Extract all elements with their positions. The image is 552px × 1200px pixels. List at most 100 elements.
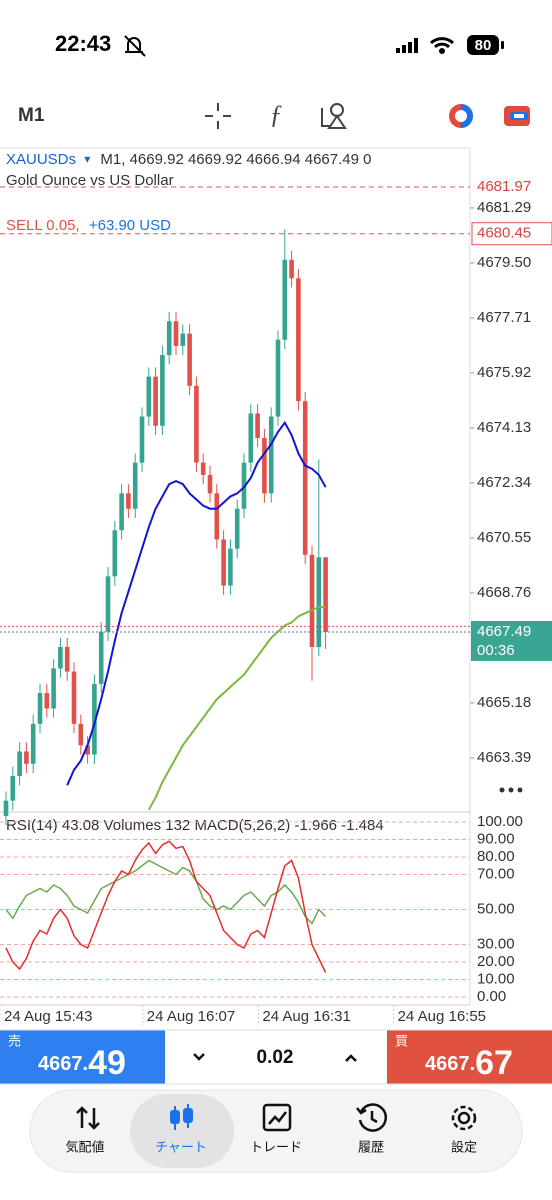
chart-header: XAUUSDs ▾ M1, 4669.92 4669.92 4666.94 46… (6, 151, 371, 168)
trade-icon[interactable] (449, 104, 473, 128)
buy-price-main: 4667. (425, 1053, 475, 1075)
candle-body (85, 745, 90, 755)
crosshair-button[interactable] (205, 103, 231, 129)
position-side: SELL 0.05, (6, 217, 80, 234)
indicator-header: RSI(14) 43.08 Volumes 132 MACD(5,26,2) -… (6, 817, 384, 834)
tab-label[interactable]: チャート (155, 1139, 207, 1154)
lot-decrease[interactable] (193, 1053, 205, 1061)
candle-body (30, 723, 36, 764)
battery-cap (501, 41, 504, 49)
chart-subtitle: Gold Ounce vs US Dollar (6, 172, 174, 189)
indicator-tick-label: 20.00 (477, 953, 515, 970)
ohlc-values: M1, 4669.92 4669.92 4666.94 4667.49 0 (100, 151, 371, 168)
y-tick-label: 4681.29 (477, 199, 531, 216)
buy-button[interactable] (387, 1030, 552, 1084)
timeframe-button[interactable]: M1 (18, 105, 45, 126)
candle-body (194, 385, 199, 463)
indicator-tick-label: 80.00 (477, 848, 515, 865)
candle-body (17, 751, 22, 777)
status-time: 22:43 (55, 31, 111, 56)
candle-body (132, 462, 138, 509)
candle-body (228, 548, 233, 586)
sell-button[interactable] (0, 1030, 165, 1084)
tab-icon (262, 1103, 292, 1132)
candle-body (289, 259, 294, 279)
y-tick-label: 4670.55 (477, 529, 531, 546)
y-tick-label: 4668.76 (477, 584, 531, 601)
candle-body (262, 438, 267, 494)
buy-price: 4667.67 (425, 1044, 513, 1082)
moving-average (66, 420, 327, 786)
candle-body (119, 493, 124, 531)
candle-body (92, 683, 97, 755)
candle-body (146, 376, 152, 417)
countdown-label: 00:36 (477, 642, 515, 659)
candle-body (51, 668, 56, 709)
moving-average (147, 606, 326, 811)
tab-icon (76, 1106, 100, 1130)
x-tick-label: 24 Aug 15:43 (4, 1008, 92, 1025)
indicator-tick-label: 0.00 (477, 988, 506, 1005)
candle-body (207, 474, 213, 494)
candle-body (58, 646, 63, 669)
objects-button[interactable] (321, 103, 347, 129)
x-tick-label: 24 Aug 16:31 (262, 1008, 350, 1025)
battery-level: 80 (475, 37, 492, 54)
candle-body (200, 462, 206, 475)
buy-price-pips: 67 (475, 1044, 513, 1082)
indicator-tick-label: 50.00 (477, 900, 515, 917)
open-price-box (471, 222, 552, 246)
symbol[interactable]: XAUUSDs (6, 151, 76, 168)
y-tick-label: 4677.71 (477, 309, 531, 326)
tab-label[interactable]: トレード (250, 1139, 302, 1154)
tab-label[interactable]: 履歴 (358, 1139, 384, 1154)
active-tab-bg (130, 1094, 234, 1168)
sell-price-pips: 49 (88, 1044, 126, 1082)
tab-icon (451, 1105, 477, 1131)
y-tick-label: 4672.34 (477, 474, 531, 491)
lot-increase[interactable] (345, 1054, 357, 1062)
tab-icon (356, 1103, 388, 1132)
mute-icon (124, 35, 146, 57)
wifi-icon (429, 37, 455, 54)
candle-body (126, 493, 131, 509)
indicator-tick-label: 30.00 (477, 935, 515, 952)
y-tick-label: 4665.18 (477, 694, 531, 711)
tab-label[interactable]: 気配値 (65, 1139, 104, 1154)
symbol-menu[interactable]: ▾ (84, 152, 90, 166)
tab-label[interactable]: 設定 (451, 1139, 477, 1154)
candle-body (173, 321, 179, 346)
candle-body (153, 376, 158, 426)
indicator-tick-label: 100.00 (477, 813, 523, 830)
candle-body (78, 723, 84, 746)
indicator-line (5, 840, 327, 973)
indicator-line (5, 859, 327, 925)
candle-body (296, 278, 301, 402)
battery (467, 35, 499, 55)
more-button[interactable] (499, 787, 523, 793)
indicators-button[interactable]: ƒ (270, 100, 283, 129)
candle-body (323, 557, 328, 632)
account-icon[interactable] (504, 106, 530, 126)
x-tick-label: 24 Aug 16:07 (147, 1008, 235, 1025)
candle-body (234, 508, 240, 549)
candle-body (37, 693, 43, 724)
candle-body (275, 339, 281, 417)
candle-body (248, 413, 254, 463)
signal-icon (396, 38, 418, 53)
position-label: SELL 0.05, +63.90 USD (6, 217, 171, 234)
lot-size[interactable]: 0.02 (257, 1047, 294, 1068)
x-tick-label: 24 Aug 16:55 (398, 1008, 486, 1025)
candle-body (282, 259, 288, 340)
stop-level-label: 4681.97 (477, 178, 531, 195)
candle-body (105, 576, 111, 632)
y-tick-label: 4663.39 (477, 749, 531, 766)
candle-body (268, 416, 274, 494)
y-tick-label: 4674.13 (477, 419, 531, 436)
candle-body (3, 800, 9, 816)
candle-body (112, 530, 118, 577)
y-tick-label: 4675.92 (477, 364, 531, 381)
sell-label: 売 (8, 1033, 21, 1048)
